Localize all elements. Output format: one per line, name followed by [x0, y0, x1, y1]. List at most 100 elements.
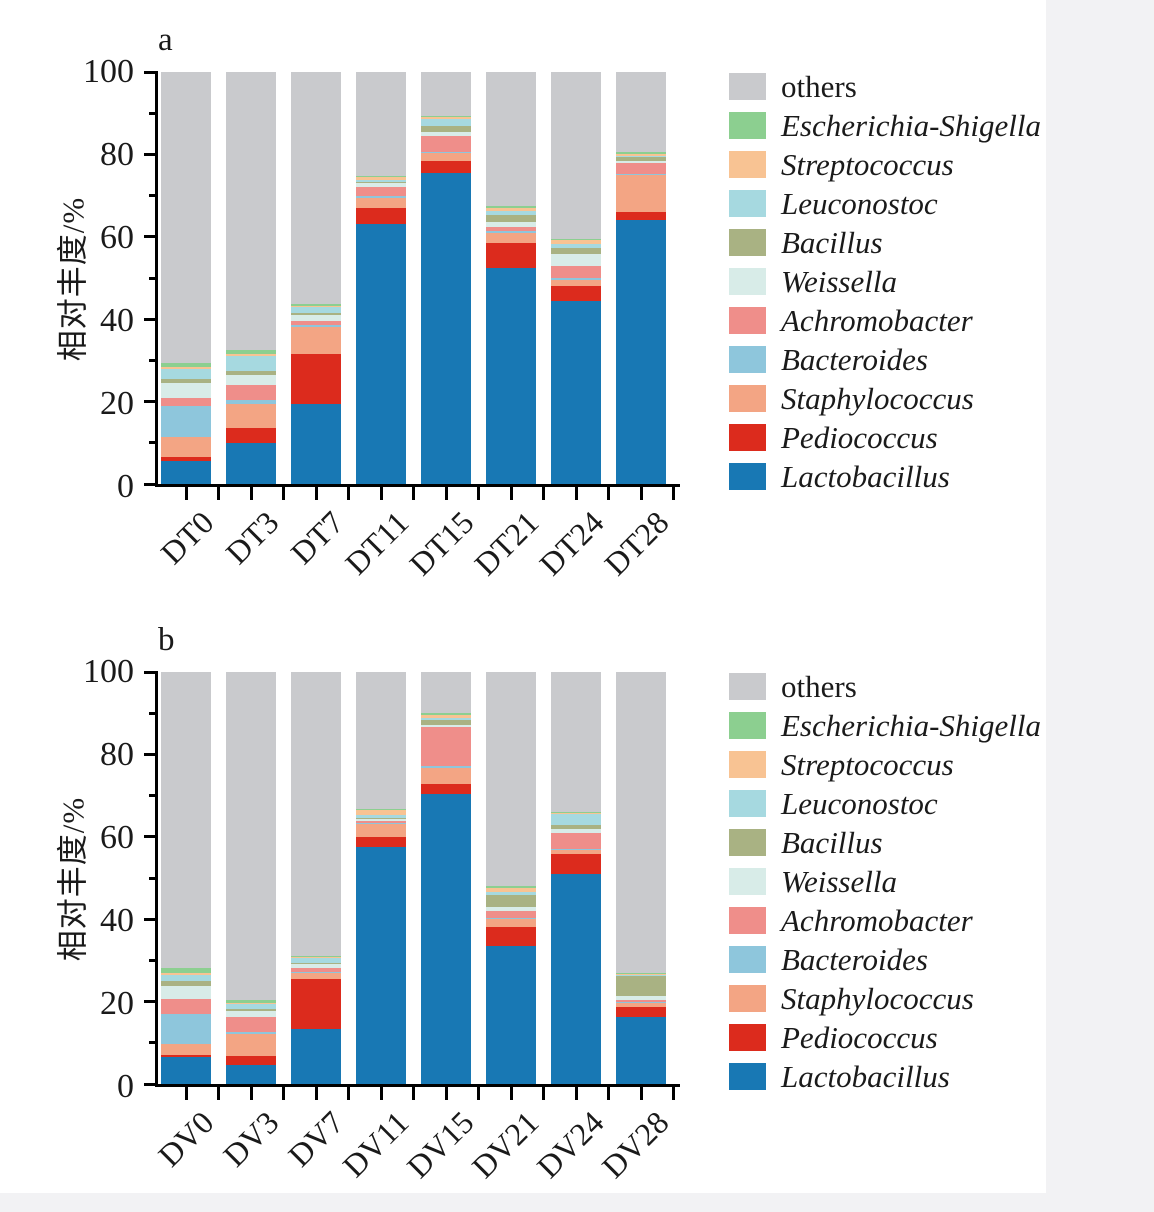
- y-axis-tick: [144, 400, 158, 404]
- legend-item-weissella: Weissella: [729, 866, 1041, 897]
- x-axis-tick: [314, 1087, 318, 1100]
- segment-bacillus: [421, 126, 471, 133]
- segment-staphylococcus: [161, 1044, 211, 1056]
- x-axis-tick: [282, 1087, 285, 1100]
- legend-label: Achromobacter: [781, 903, 973, 938]
- y-tick-label: 100: [83, 53, 134, 90]
- x-axis-tick: [639, 487, 643, 500]
- segment-others: [421, 672, 471, 714]
- y-axis-tick: [149, 194, 158, 198]
- segment-weissella: [226, 374, 276, 386]
- x-axis-tick: [444, 487, 448, 500]
- segment-others: [421, 72, 471, 117]
- legend-item-lactobacillus: Lactobacillus: [729, 459, 1041, 494]
- legend-swatch: [729, 946, 766, 973]
- segment-weissella: [421, 724, 471, 727]
- y-axis-tick: [144, 152, 158, 156]
- x-axis-tick: [477, 1087, 480, 1100]
- y-axis-tick: [149, 958, 158, 962]
- legend-label: others: [781, 669, 857, 704]
- y-axis-tick: [149, 111, 158, 115]
- segment-pediococcus: [551, 286, 601, 301]
- segment-bacteroides: [226, 1031, 276, 1034]
- segment-achromobacter: [551, 833, 601, 849]
- segment-streptococcus: [551, 812, 601, 815]
- segment-bacillus: [161, 980, 211, 986]
- y-axis-tick: [144, 1082, 158, 1086]
- y-tick-label: 60: [100, 819, 134, 856]
- segment-bacillus: [616, 976, 666, 996]
- stacked-bar-DV3: [226, 672, 276, 1084]
- segment-weissella: [551, 829, 601, 834]
- segment-pediococcus: [291, 978, 341, 1030]
- segment-leuconostoc: [551, 243, 601, 248]
- segment-leuconostoc: [291, 958, 341, 963]
- y-tick-label: 20: [100, 985, 134, 1022]
- x-tick-label: DV28: [594, 1104, 676, 1185]
- segment-staphylococcus: [291, 973, 341, 979]
- segment-achromobacter: [421, 726, 471, 767]
- legend-item-staphylococcus: Staphylococcus: [729, 983, 1041, 1014]
- x-axis-tick: [672, 1087, 675, 1100]
- segment-bacillus: [291, 962, 341, 964]
- segment-streptococcus: [226, 1003, 276, 1005]
- x-tick-label: DT15: [402, 504, 481, 583]
- segment-achromobacter: [161, 998, 211, 1015]
- legend-label: Lactobacillus: [781, 459, 950, 494]
- segment-weissella: [161, 383, 211, 398]
- x-axis-tick: [444, 1087, 448, 1100]
- y-tick-label: 20: [100, 385, 134, 422]
- segment-bacillus: [486, 215, 536, 222]
- segment-escherichia-shigella: [161, 968, 211, 974]
- legend-label: Bacillus: [781, 225, 883, 260]
- segment-others: [161, 672, 211, 969]
- segment-weissella: [356, 818, 406, 822]
- x-axis-tick: [314, 487, 318, 500]
- legend-item-streptococcus: Streptococcus: [729, 749, 1041, 780]
- segment-leuconostoc: [356, 814, 406, 818]
- stacked-bar-DT15: [421, 72, 471, 484]
- segment-escherichia-shigella: [421, 116, 471, 118]
- segment-bacillus: [486, 894, 536, 907]
- segment-escherichia-shigella: [291, 304, 341, 306]
- segment-achromobacter: [616, 1000, 666, 1003]
- segment-leuconostoc: [226, 1004, 276, 1010]
- segment-achromobacter: [356, 821, 406, 824]
- stacked-bar-DV7: [291, 672, 341, 1084]
- segment-bacillus: [421, 719, 471, 725]
- legend-item-bacteroides: Bacteroides: [729, 944, 1041, 975]
- legend-swatch: [729, 190, 766, 217]
- segment-staphylococcus: [226, 1033, 276, 1057]
- segment-bacillus: [291, 313, 341, 316]
- segment-lactobacillus: [291, 1029, 341, 1084]
- panel-b: b 相对丰度/% others Escherichia-Shigella Strep…: [0, 600, 1154, 1212]
- segment-staphylococcus: [421, 153, 471, 161]
- segment-bacteroides: [551, 278, 601, 280]
- legend-item-lactobacillus: Lactobacillus: [729, 1061, 1041, 1092]
- segment-escherichia-shigella: [616, 972, 666, 974]
- segment-escherichia-shigella: [616, 152, 666, 155]
- legend-item-staphylococcus: Staphylococcus: [729, 383, 1041, 414]
- x-axis-tick: [184, 1087, 188, 1100]
- legend-item-escherichia-shigella: Escherichia-Shigella: [729, 110, 1041, 141]
- legend-swatch: [729, 985, 766, 1012]
- segment-lactobacillus: [356, 847, 406, 1084]
- segment-bacillus: [161, 379, 211, 384]
- segment-staphylococcus: [486, 919, 536, 927]
- segment-pediococcus: [226, 428, 276, 443]
- x-axis-tick: [379, 487, 383, 500]
- segment-bacteroides: [421, 766, 471, 768]
- x-tick-label: DT3: [218, 504, 286, 571]
- legend-swatch: [729, 790, 766, 817]
- segment-others: [291, 72, 341, 305]
- segment-streptococcus: [421, 117, 471, 119]
- segment-pediococcus: [291, 354, 341, 404]
- legend-label: Achromobacter: [781, 303, 973, 338]
- y-tick-label: 100: [83, 653, 134, 690]
- segment-bacillus: [356, 817, 406, 819]
- segment-bacteroides: [486, 918, 536, 920]
- segment-achromobacter: [291, 967, 341, 972]
- y-axis-tick: [144, 235, 158, 239]
- x-axis-tick: [509, 1087, 513, 1100]
- segment-streptococcus: [291, 305, 341, 307]
